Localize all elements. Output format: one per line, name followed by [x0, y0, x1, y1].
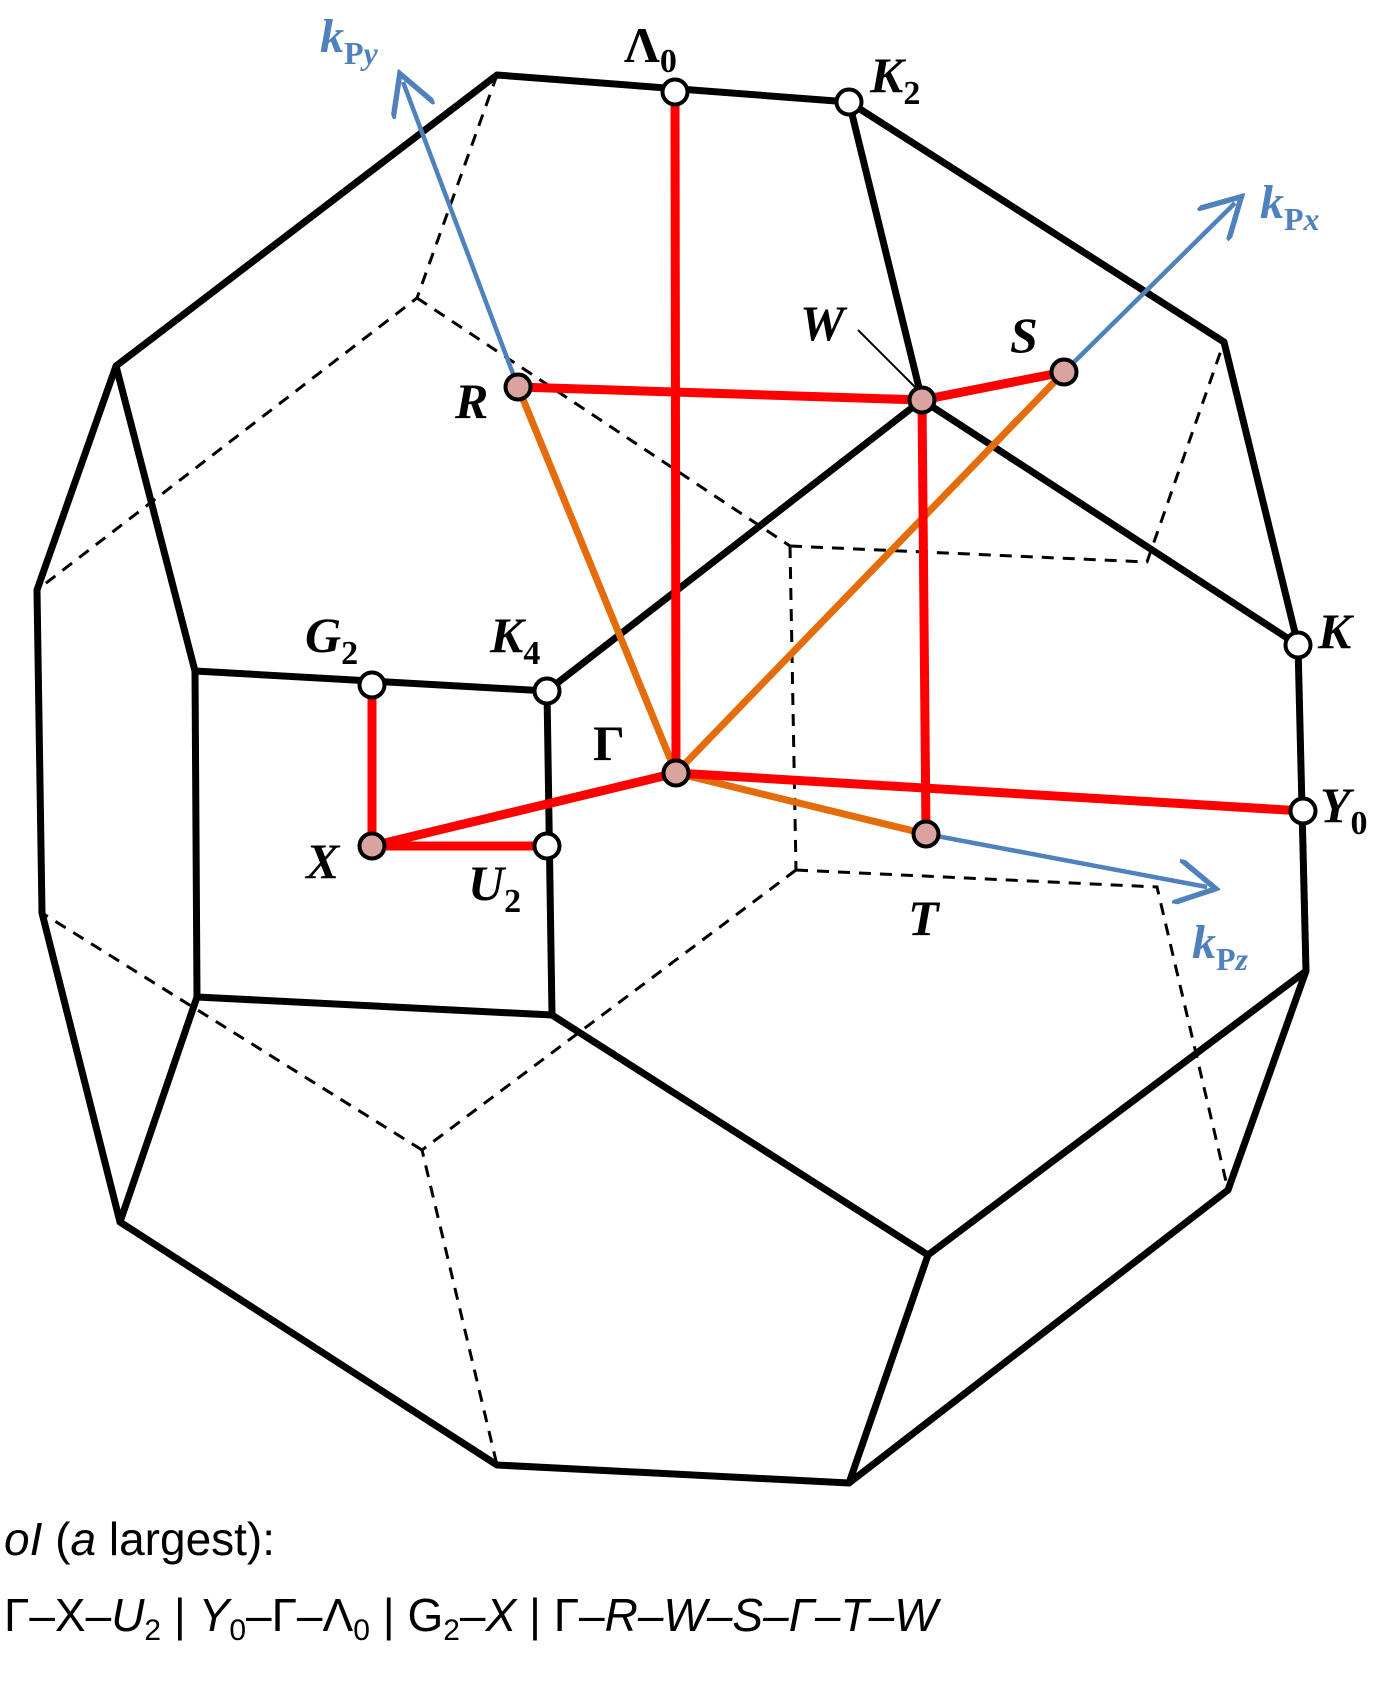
node-k2	[834, 87, 864, 117]
node-u2	[532, 831, 562, 861]
label-x: X	[304, 833, 341, 889]
node-y0	[1288, 796, 1318, 826]
label-kpx: kPx	[1260, 176, 1320, 237]
hidden-edge	[788, 545, 798, 871]
path-seg1-gamma: Γ–X–	[4, 1589, 112, 1641]
caption-title: oI (a largest):	[4, 1512, 275, 1566]
hidden-edge	[416, 296, 791, 548]
node-r	[503, 372, 533, 402]
caption-paren-open: (	[42, 1513, 71, 1565]
path-sep3: |	[516, 1589, 554, 1641]
path-seg4-rest: R–W–S–Γ–T–W	[604, 1589, 938, 1641]
path-seg3-g: G	[407, 1589, 444, 1641]
path-seg1-u: U	[111, 1589, 145, 1641]
visible-edge	[116, 993, 201, 1226]
path-seg2-mid: –Γ–Λ	[246, 1589, 354, 1641]
label-lambda0: Λ0	[624, 17, 677, 80]
node-lambda0	[660, 77, 690, 107]
label-kpz: kPz	[1192, 916, 1249, 977]
axis-kpy-arrow	[403, 82, 521, 388]
axis-kpz-arrow	[925, 831, 1207, 887]
orange-path-segments	[514, 368, 1068, 838]
node-s	[1049, 357, 1079, 387]
node-x	[357, 831, 387, 861]
label-r: R	[454, 373, 488, 429]
path-w-s	[917, 367, 1069, 405]
point-labels: Λ0 K2 W S R G2 K4 Γ X U2 K Y0 T	[304, 17, 1368, 946]
node-k4	[532, 676, 562, 706]
label-u2: U2	[468, 855, 521, 920]
node-g2	[357, 670, 387, 700]
visible-edge	[112, 362, 199, 675]
node-gamma	[661, 758, 691, 788]
path-seg2-y: Y	[198, 1589, 230, 1641]
caption-lattice: oI	[4, 1513, 43, 1565]
label-k4: K4	[489, 607, 540, 672]
path-seg1-u-sub: 2	[144, 1614, 162, 1647]
path-gamma-t	[672, 769, 930, 838]
hidden-edge	[795, 868, 1230, 1191]
label-t: T	[908, 890, 941, 946]
node-k	[1283, 630, 1313, 660]
brillouin-zone-diagram: Λ0 K2 W S R G2 K4 Γ X U2 K Y0 T kPy kPx …	[33, 10, 1368, 1487]
path-seg3-g-sub: 2	[443, 1614, 460, 1647]
visible-edge	[845, 1251, 932, 1487]
node-w	[907, 385, 937, 415]
hidden-edges	[36, 74, 1230, 1466]
caption-largest: largest):	[96, 1513, 276, 1565]
label-w: W	[800, 295, 848, 351]
path-t-w	[917, 395, 931, 839]
label-k2: K2	[869, 47, 920, 112]
path-gamma-r	[514, 383, 680, 777]
path-sep2: |	[369, 1589, 408, 1641]
caption-a: a	[70, 1513, 97, 1565]
label-g2: G2	[305, 607, 358, 672]
hidden-edge	[41, 911, 423, 1152]
w-leader-line	[857, 329, 919, 391]
path-gamma-y0	[671, 768, 1308, 816]
hidden-edge	[420, 868, 797, 1466]
node-t	[911, 819, 941, 849]
path-seg3-x: X	[485, 1589, 517, 1641]
visible-edge	[543, 396, 926, 695]
hidden-edge	[789, 341, 1226, 564]
red-path-segments	[367, 87, 1308, 851]
path-gamma-x	[367, 768, 681, 851]
path-seg3-dash: –	[459, 1589, 486, 1641]
reciprocal-axes	[403, 82, 1235, 887]
caption-path: Γ–X–U2 | Y0–Γ–Λ0 | G2–X | Γ–R–W–S–Γ–T–W	[4, 1588, 938, 1646]
axis-labels: kPy kPx kPz	[320, 10, 1320, 977]
path-seg2-y-sub: 0	[229, 1614, 246, 1647]
visible-edge	[548, 967, 1310, 1259]
axis-kpx-arrow	[1062, 203, 1235, 374]
label-kpy: kPy	[320, 10, 379, 71]
path-seg2-lambda-sub: 0	[353, 1614, 370, 1647]
label-k: K	[1317, 603, 1355, 659]
label-gamma: Γ	[593, 715, 625, 771]
path-r-w	[513, 382, 927, 405]
label-s: S	[1010, 307, 1038, 363]
nodes	[357, 77, 1318, 861]
path-seg4-gamma: Γ–	[553, 1589, 605, 1641]
path-gamma-s	[672, 368, 1068, 777]
label-y0: Y0	[1320, 777, 1368, 842]
path-sep1: |	[161, 1589, 199, 1641]
path-gamma-lambda0	[670, 87, 681, 778]
